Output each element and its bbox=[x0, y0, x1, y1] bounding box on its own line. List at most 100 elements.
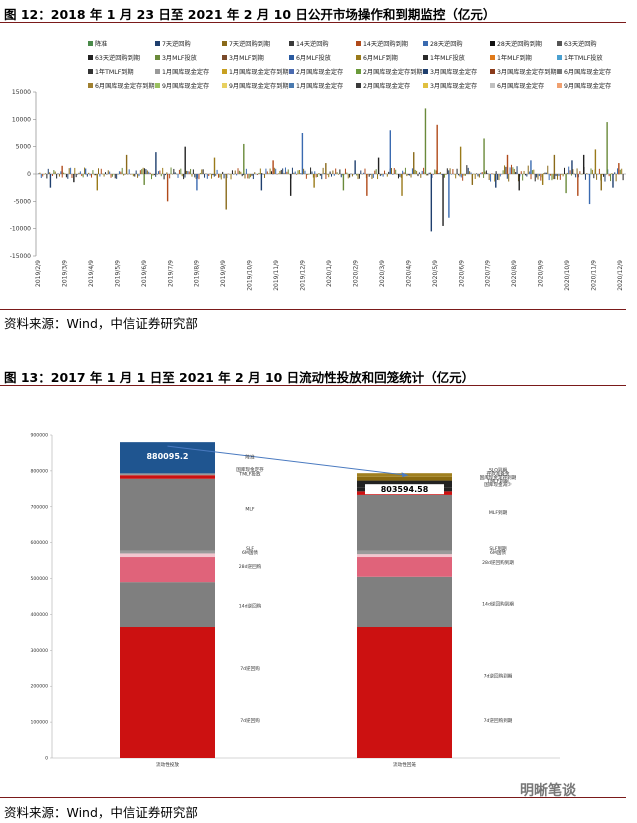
spike-bar bbox=[389, 130, 391, 174]
figure12-title: 图 12：2018 年 1 月 23 日至 2021 年 2 月 10 日公开市… bbox=[4, 7, 496, 22]
bar bbox=[230, 174, 232, 180]
bar bbox=[180, 168, 182, 174]
bar bbox=[273, 167, 275, 174]
bar bbox=[297, 170, 299, 174]
bar bbox=[146, 170, 148, 174]
y-tick-label: 700000 bbox=[30, 504, 48, 510]
bar bbox=[118, 171, 120, 174]
withdrawal-side-label: SLF到期 bbox=[489, 545, 507, 552]
spike-bar bbox=[518, 174, 520, 191]
legend-swatch bbox=[222, 55, 227, 60]
bar bbox=[350, 173, 352, 175]
bar bbox=[305, 174, 307, 179]
bar bbox=[515, 171, 517, 174]
x-tick-label: 2020/7/9 bbox=[485, 260, 492, 287]
injection-segment bbox=[120, 478, 215, 551]
bar bbox=[104, 172, 106, 174]
bar bbox=[566, 172, 568, 174]
spike-bar bbox=[401, 174, 403, 196]
bar bbox=[284, 167, 286, 174]
withdrawal-segment bbox=[357, 494, 452, 551]
legend-label: 6月国库现金定存到期 bbox=[95, 82, 155, 90]
bar bbox=[241, 174, 243, 177]
bar bbox=[148, 171, 150, 174]
withdrawal-side-label: SLO到期 bbox=[489, 467, 508, 474]
bar bbox=[106, 174, 108, 175]
legend-swatch bbox=[289, 55, 294, 60]
injection-segment bbox=[120, 473, 215, 476]
bar bbox=[484, 171, 486, 174]
spike-bar bbox=[424, 108, 427, 174]
bar bbox=[384, 170, 386, 174]
bar bbox=[499, 174, 501, 177]
withdrawal-segment bbox=[357, 627, 452, 758]
x-tick-label: 2019/2/9 bbox=[35, 260, 42, 287]
bar bbox=[480, 172, 482, 174]
spike-bar bbox=[325, 163, 327, 174]
bar bbox=[139, 170, 141, 174]
bar bbox=[261, 173, 263, 174]
x-tick-label: 2019/10/9 bbox=[247, 260, 254, 291]
legend-swatch bbox=[155, 41, 160, 46]
bar bbox=[298, 170, 300, 174]
bar bbox=[428, 172, 430, 174]
bar bbox=[304, 170, 306, 174]
bar bbox=[400, 174, 402, 178]
legend-swatch bbox=[155, 55, 160, 60]
bar bbox=[476, 173, 478, 174]
bar bbox=[584, 174, 586, 180]
bar bbox=[470, 172, 472, 174]
bar bbox=[516, 166, 518, 174]
legend-label: 3月MLF投放 bbox=[162, 54, 197, 62]
bar bbox=[289, 174, 291, 175]
spike-bar bbox=[96, 174, 98, 191]
y-tick-label: 400000 bbox=[30, 612, 48, 618]
figure13-chart: 900000 800000 700000 600000 500000 400000 3000… bbox=[30, 433, 560, 768]
spike-bar bbox=[73, 174, 75, 183]
bar bbox=[89, 174, 91, 176]
bar bbox=[544, 172, 546, 174]
legend-swatch bbox=[423, 83, 428, 88]
withdrawal-side-label: TMLF到期 bbox=[486, 477, 509, 484]
bar bbox=[564, 167, 566, 174]
withdrawal-total-label: 803594.58 bbox=[381, 485, 429, 494]
legend-label: 9月国库现金定存 bbox=[162, 82, 209, 90]
legend-swatch bbox=[88, 83, 93, 88]
withdrawal-segment bbox=[357, 550, 452, 555]
bar bbox=[265, 168, 267, 174]
bar bbox=[187, 171, 189, 174]
bar bbox=[608, 174, 610, 177]
bar bbox=[520, 171, 522, 174]
bar bbox=[183, 174, 185, 180]
withdrawal-side-label: 存款准备金 bbox=[487, 470, 510, 477]
spike-bar bbox=[618, 163, 620, 174]
bar bbox=[254, 172, 256, 174]
bar bbox=[344, 168, 346, 174]
bar bbox=[184, 174, 186, 178]
bar bbox=[509, 167, 511, 174]
bar bbox=[467, 167, 469, 174]
bar bbox=[517, 174, 519, 182]
bar bbox=[590, 168, 592, 174]
bar bbox=[243, 174, 245, 176]
legend-label: 14天逆回购到期 bbox=[363, 40, 408, 48]
x-tick-label: 2019/5/9 bbox=[114, 260, 121, 287]
bar bbox=[420, 174, 422, 178]
bar bbox=[446, 168, 448, 174]
bar bbox=[141, 169, 143, 174]
bar bbox=[39, 172, 41, 174]
injection-side-label: 14d逆回购 bbox=[239, 602, 262, 609]
bar bbox=[177, 174, 179, 178]
spike-bar bbox=[436, 124, 438, 174]
bar bbox=[217, 174, 219, 178]
bar bbox=[56, 174, 58, 179]
bar bbox=[287, 169, 289, 174]
bar bbox=[617, 168, 619, 174]
bar bbox=[314, 171, 316, 174]
bar bbox=[293, 172, 295, 174]
y-tick-label: 300000 bbox=[30, 648, 48, 654]
x-tick-label: 2020/3/9 bbox=[379, 260, 386, 287]
bar bbox=[353, 174, 355, 175]
bar bbox=[280, 169, 282, 174]
x-tick-label: 2020/9/9 bbox=[538, 260, 545, 287]
